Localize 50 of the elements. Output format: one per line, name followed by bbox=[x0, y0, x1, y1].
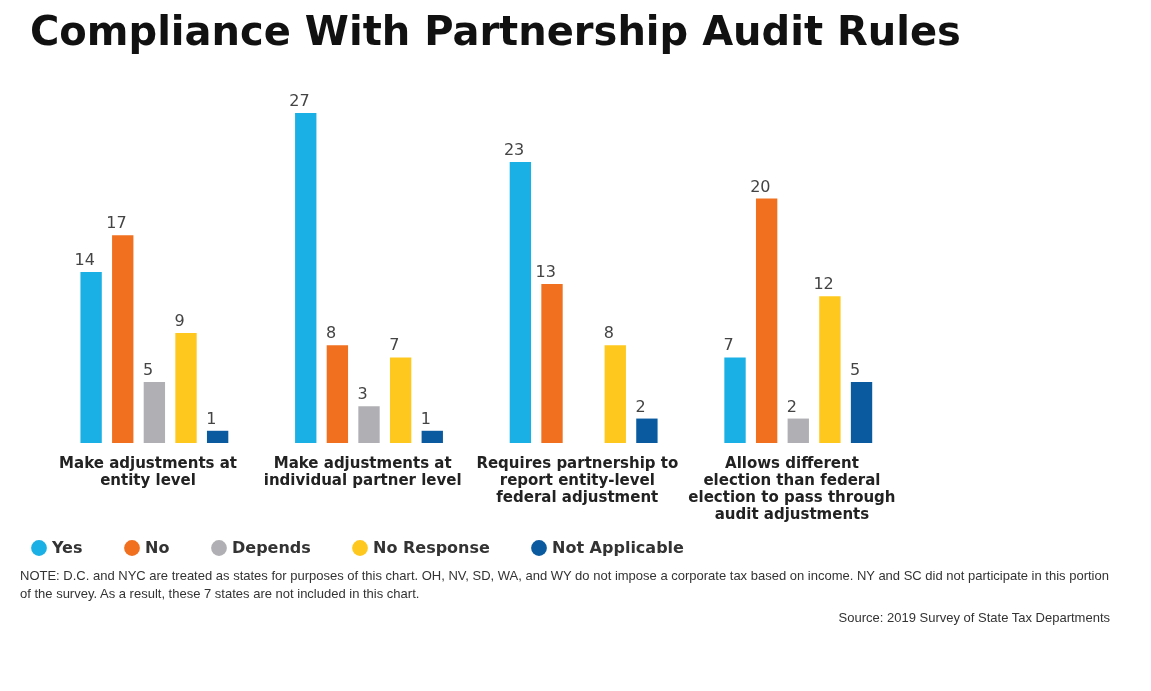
data-label: 7 bbox=[389, 335, 400, 355]
data-label: 2 bbox=[786, 396, 798, 416]
data-label: 17 bbox=[106, 213, 127, 233]
bar bbox=[724, 357, 746, 443]
bar bbox=[509, 161, 532, 443]
bar bbox=[175, 333, 197, 443]
data-label: 3 bbox=[357, 384, 368, 404]
data-label: 14 bbox=[74, 249, 95, 269]
bar bbox=[421, 430, 443, 443]
data-label: 8 bbox=[325, 323, 337, 343]
data-label: 5 bbox=[142, 359, 154, 379]
text: NOTE: D.C. and NYC are treated as states for purposes of this chart. OH, NV, SD, WA, and WY do not impose a corporate tax based on income. NY and SC did not participate in this portion of the survey. As a result, these 7 states are not included in this chart. bbox=[20, 567, 1110, 604]
data-label: 13 bbox=[535, 262, 556, 282]
legend-label: Yes bbox=[51, 538, 83, 557]
legend-label: No bbox=[145, 538, 170, 557]
data-label: 8 bbox=[603, 323, 615, 343]
x-tick-label: Requires partnership to report entity-level federal adjustment bbox=[476, 453, 679, 506]
bar bbox=[787, 418, 809, 443]
data-label: 9 bbox=[174, 311, 185, 330]
bar bbox=[819, 296, 841, 443]
bar bbox=[604, 345, 626, 443]
data-label: 20 bbox=[750, 176, 771, 196]
x-tick-label: Make adjustments at entity level bbox=[59, 453, 237, 489]
bar bbox=[541, 284, 563, 443]
bar bbox=[326, 345, 349, 443]
legend-label: No Response bbox=[373, 538, 491, 557]
data-label: 1 bbox=[420, 408, 432, 428]
x-tick-label: Make adjustments at individual partner level bbox=[263, 453, 462, 489]
bar bbox=[389, 357, 412, 443]
source-note: Source: 2019 Survey of State Tax Departments bbox=[837, 609, 1110, 628]
data-label: 7 bbox=[723, 335, 734, 355]
chart-title: Compliance With Partnership Audit Rules bbox=[30, 8, 961, 54]
data-label: 12 bbox=[813, 274, 834, 294]
legend-label: Not Applicable bbox=[552, 538, 685, 557]
bar bbox=[295, 113, 317, 443]
legend-label: Depends bbox=[232, 538, 311, 557]
x-tick-label: Allows different election than federal election to pass through audit adjustments bbox=[688, 453, 896, 523]
bar bbox=[850, 381, 873, 443]
bar bbox=[358, 406, 380, 443]
data-label: 27 bbox=[289, 91, 310, 110]
bar bbox=[636, 418, 658, 443]
bar bbox=[206, 430, 229, 443]
data-label: 5 bbox=[850, 359, 861, 379]
bar bbox=[80, 271, 102, 443]
bar bbox=[112, 235, 134, 443]
data-label: 2 bbox=[635, 396, 646, 416]
data-label: 1 bbox=[206, 408, 217, 428]
data-label: 23 bbox=[503, 139, 525, 159]
bar bbox=[143, 381, 166, 443]
bar bbox=[755, 198, 778, 443]
